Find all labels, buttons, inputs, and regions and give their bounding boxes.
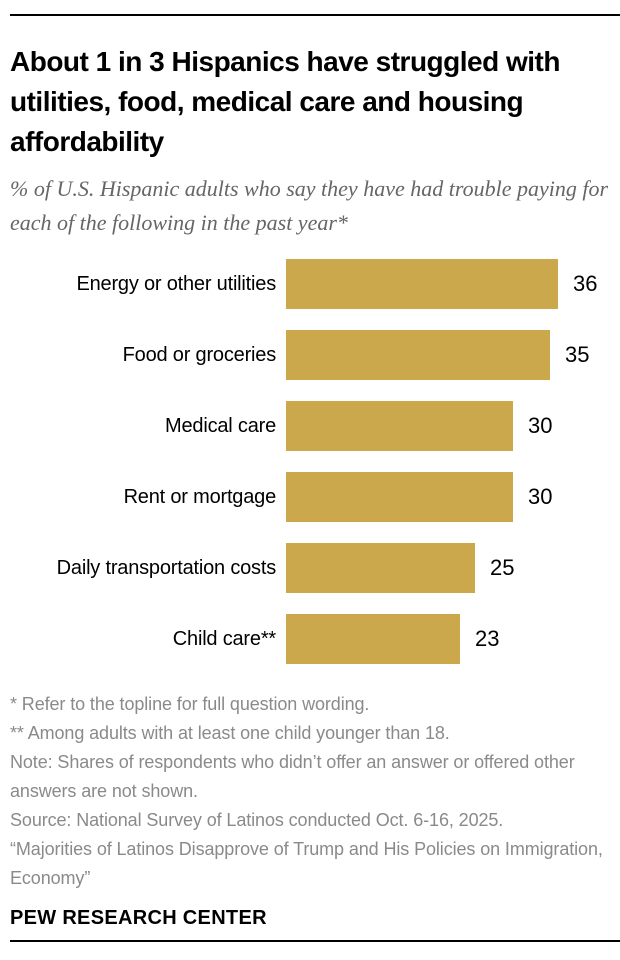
bar (286, 330, 550, 380)
footnote-line: * Refer to the topline for full question… (10, 694, 370, 714)
bar (286, 472, 513, 522)
bar-area: 35 (286, 330, 610, 380)
bar-row: Child care** 23 (10, 614, 610, 664)
bar-row: Energy or other utilities 36 (10, 259, 610, 309)
bar-area: 30 (286, 472, 610, 522)
category-label: Medical care (165, 414, 276, 437)
bar-area: 36 (286, 259, 610, 309)
category-label: Food or groceries (122, 343, 277, 366)
bar-area: 23 (286, 614, 610, 664)
category-label: Rent or mortgage (123, 485, 277, 508)
bar (286, 543, 475, 593)
top-rule (10, 14, 620, 16)
value-label: 30 (528, 484, 553, 509)
value-label: 36 (573, 271, 598, 296)
bar-area: 25 (286, 543, 610, 593)
bar-row: Medical care 30 (10, 401, 610, 451)
value-label: 35 (565, 342, 590, 367)
bar-row: Daily transportation costs 25 (10, 543, 610, 593)
footnotes: * Refer to the topline for full question… (10, 690, 610, 893)
footer-brand: PEW RESEARCH CENTER (10, 907, 267, 929)
chart-subtitle: % of U.S. Hispanic adults who say they h… (10, 176, 609, 235)
footnote-line: Source: National Survey of Latinos condu… (10, 810, 504, 830)
bar-chart: Energy or other utilities 36 Food or groce… (10, 259, 610, 664)
bar (286, 401, 513, 451)
bar (286, 259, 558, 309)
value-label: 30 (528, 413, 553, 438)
footnote-line: “Majorities of Latinos Disapprove of Tru… (10, 839, 603, 888)
bar-row: Food or groceries 35 (10, 330, 610, 380)
value-label: 23 (475, 626, 500, 651)
bar (286, 614, 460, 664)
value-label: 25 (490, 555, 515, 580)
page-title: About 1 in 3 Hispanics have struggled wi… (10, 46, 560, 157)
bar-row: Rent or mortgage 30 (10, 472, 610, 522)
bar-area: 30 (286, 401, 610, 451)
footnote-line: Note: Shares of respondents who didn’t o… (10, 752, 575, 801)
category-label: Child care** (172, 627, 276, 650)
category-label: Daily transportation costs (56, 556, 277, 579)
category-label: Energy or other utilities (76, 272, 276, 295)
footnote-line: ** Among adults with at least one child … (10, 723, 450, 743)
bottom-rule (10, 940, 620, 942)
